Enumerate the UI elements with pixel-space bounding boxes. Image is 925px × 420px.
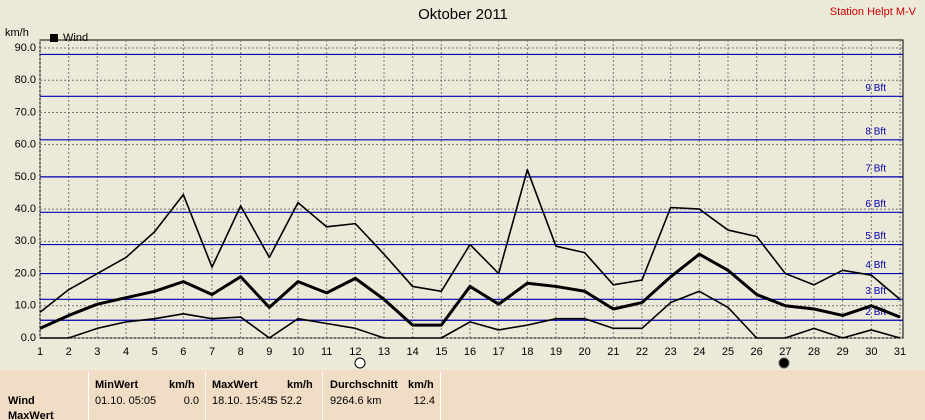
y-tick-label: 40.0 [15,203,36,215]
x-tick-label: 11 [321,346,332,358]
x-tick-label: 17 [493,346,505,358]
x-tick-label: 13 [378,346,390,358]
bft-label: 8 Bft [865,126,886,137]
y-tick-label: 60.0 [15,139,36,151]
y-tick-label: 20.0 [15,267,36,279]
row-label: Wind [8,395,35,407]
x-tick-label: 25 [722,346,734,358]
x-tick-label: 27 [779,346,791,358]
bft-label: 2 Bft [865,307,886,318]
header: Durchschnitt [330,379,398,391]
cell: 12.4 [413,395,435,407]
y-tick-label: 90.0 [15,42,36,54]
full-moon [354,357,366,369]
y-axis-label: km/h [5,27,29,39]
bft-label: 6 Bft [865,199,886,210]
header: MaxWert [212,379,258,391]
x-tick-label: 28 [808,346,820,358]
y-tick-label: 70.0 [15,106,36,118]
x-tick-label: 21 [607,346,619,358]
bft-label: 4 Bft [865,260,886,271]
x-tick-label: 14 [407,346,419,358]
x-tick-label: 9 [266,346,272,358]
legend-label: Wind [63,32,88,44]
x-tick-label: 23 [665,346,677,358]
x-tick-label: 18 [521,346,533,358]
wind-line [40,290,901,339]
header: km/h [169,379,195,391]
header: MinWert [95,379,139,391]
x-tick-label: 19 [550,346,562,358]
header: km/h [287,379,313,391]
x-tick-label: 22 [636,346,648,358]
plot-frame [39,39,904,339]
header: km/h [408,379,434,391]
x-tick-label: 2 [66,346,72,358]
cell: 0.0 [183,395,199,407]
x-tick-label: 31 [894,346,906,358]
cell: 01.10. 05:05 [95,395,157,407]
chart-title: Oktober 2011 [418,6,508,23]
x-tick-label: 26 [751,346,763,358]
legend-swatch [50,34,58,42]
y-tick-label: 30.0 [15,235,36,247]
bft-label: 3 Bft [865,286,886,297]
x-tick-label: 29 [837,346,849,358]
wind-line [39,252,901,330]
x-tick-label: 30 [865,346,877,358]
station: Station Helpt M-V [830,6,917,18]
x-tick-label: 5 [152,346,158,358]
x-tick-label: 3 [94,346,100,358]
new-moon [778,357,790,369]
bft-label: 9 Bft [865,83,886,94]
cell: S 52.2 [270,395,302,407]
x-tick-label: 4 [123,346,129,358]
y-tick-label: 0.0 [21,332,36,344]
y-tick-label: 10.0 [15,300,36,312]
x-tick-label: 20 [579,346,591,358]
cell: 18.10. 15:45 [212,395,274,407]
x-tick-label: 24 [693,346,705,358]
x-tick-label: 8 [238,346,244,358]
x-tick-label: 16 [464,346,476,358]
x-tick-label: 15 [435,346,447,358]
x-tick-label: 1 [37,346,43,358]
stats-panel: MinWert km/h MaxWert km/h Durchschnitt k… [0,370,925,420]
y-tick-label: 80.0 [15,74,36,86]
bft-label: 7 Bft [865,164,886,175]
cell: 9264.6 km [330,395,382,407]
row-label: MaxWert [8,410,54,420]
x-tick-label: 7 [209,346,215,358]
wind-line [39,169,901,313]
y-tick-label: 50.0 [15,171,36,183]
chart: Oktober 2011 Station Helpt M-V km/h Wind… [5,6,917,369]
bft-label: 5 Bft [865,231,886,242]
x-tick-label: 10 [292,346,304,358]
x-tick-label: 12 [349,346,361,358]
x-tick-label: 6 [180,346,186,358]
